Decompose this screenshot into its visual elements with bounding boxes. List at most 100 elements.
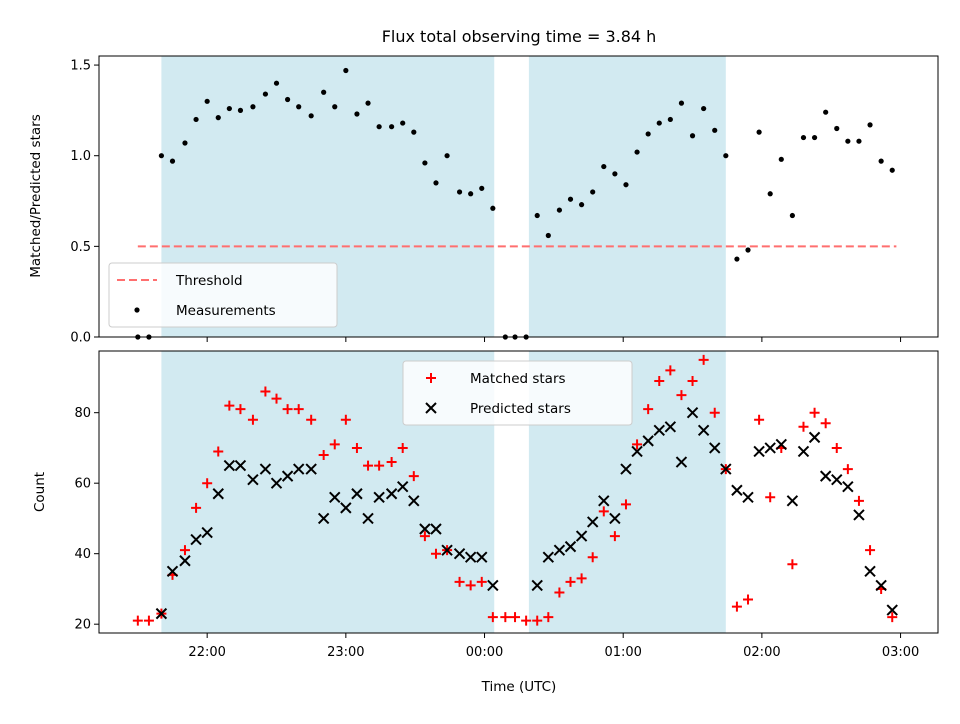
data-point xyxy=(598,506,609,517)
data-point xyxy=(329,491,341,503)
data-point xyxy=(612,171,618,177)
data-point xyxy=(698,354,709,365)
data-point xyxy=(756,129,762,135)
data-point xyxy=(329,439,340,450)
data-point xyxy=(556,207,563,213)
data-point xyxy=(809,407,820,418)
data-point xyxy=(441,544,453,556)
data-point xyxy=(578,202,585,208)
predicted-stars-series xyxy=(155,406,898,620)
data-point xyxy=(270,477,283,489)
data-point xyxy=(282,404,293,415)
data-point xyxy=(479,185,485,191)
ratio-y-axis-label: Matched/Predicted stars xyxy=(28,114,44,277)
data-point xyxy=(179,545,190,556)
data-point xyxy=(389,124,395,130)
data-point xyxy=(587,552,598,563)
data-point xyxy=(623,182,629,188)
data-point xyxy=(743,594,754,605)
data-point xyxy=(285,96,291,103)
data-point xyxy=(731,484,743,496)
data-point xyxy=(632,439,643,450)
data-point xyxy=(856,138,862,144)
data-point xyxy=(697,424,710,437)
data-point xyxy=(293,404,304,415)
data-point xyxy=(411,129,417,135)
data-point xyxy=(567,196,574,202)
data-point xyxy=(237,107,244,113)
data-point xyxy=(800,134,807,141)
ratio-panel-frame xyxy=(98,55,939,338)
data-point xyxy=(215,115,221,121)
count-y-tick-label: 20 xyxy=(74,618,91,633)
data-point xyxy=(487,612,498,623)
data-point xyxy=(686,406,699,419)
data-point xyxy=(864,565,876,578)
data-point xyxy=(397,442,408,453)
data-point xyxy=(135,334,141,340)
data-point xyxy=(182,140,188,146)
data-point xyxy=(224,400,235,411)
data-point xyxy=(754,414,765,425)
data-point xyxy=(609,531,620,542)
data-point xyxy=(500,612,511,623)
data-point xyxy=(634,149,640,155)
data-point xyxy=(553,544,566,556)
data-point xyxy=(590,189,596,195)
data-point xyxy=(385,488,398,500)
data-point xyxy=(354,111,360,117)
x-axis-label: Time (UTC) xyxy=(481,679,557,695)
data-point xyxy=(179,555,191,567)
data-point xyxy=(845,138,851,144)
data-point xyxy=(343,67,349,74)
ratio-shaded-span-2 xyxy=(528,56,726,337)
data-point xyxy=(853,495,864,506)
data-point xyxy=(631,445,643,458)
data-point xyxy=(734,256,740,262)
data-point xyxy=(865,545,876,556)
data-point xyxy=(453,547,466,560)
data-point xyxy=(250,104,256,110)
data-point xyxy=(292,463,305,475)
data-point xyxy=(831,473,843,486)
data-point xyxy=(778,156,784,162)
data-point xyxy=(262,91,269,97)
x-tick-label: 22:00 xyxy=(188,645,225,660)
data-point xyxy=(396,481,409,493)
data-point xyxy=(386,457,397,468)
data-point xyxy=(271,393,282,404)
count-panel: Count 20 40 60 80 22:00 23:00 00:00 01:00 02:00 0… xyxy=(32,350,939,660)
data-point xyxy=(166,565,179,578)
data-point xyxy=(565,576,576,587)
data-point xyxy=(419,531,430,542)
data-point xyxy=(454,576,465,587)
data-point xyxy=(531,579,543,592)
count-y-tick-label: 80 xyxy=(74,406,91,421)
data-point xyxy=(318,449,329,460)
count-y-tick-label: 40 xyxy=(74,547,91,562)
data-point xyxy=(193,116,199,123)
data-point xyxy=(190,533,202,546)
data-point xyxy=(281,470,294,482)
data-point xyxy=(273,80,280,86)
data-point xyxy=(169,158,176,164)
count-panel-frame xyxy=(98,350,939,634)
data-point xyxy=(853,509,865,521)
data-point xyxy=(656,120,662,126)
data-point xyxy=(202,478,213,489)
data-point xyxy=(889,167,895,173)
data-point xyxy=(305,463,317,475)
data-point xyxy=(875,579,887,592)
data-point xyxy=(201,526,213,539)
data-point xyxy=(676,390,687,401)
data-point xyxy=(643,404,654,415)
ratio-y-tick-label: 1.0 xyxy=(70,149,91,164)
data-point xyxy=(775,438,788,451)
data-point xyxy=(620,463,632,475)
data-point xyxy=(811,134,818,141)
data-point xyxy=(226,105,232,112)
data-point xyxy=(831,442,842,453)
data-point xyxy=(878,158,884,164)
data-point xyxy=(373,491,385,503)
data-point xyxy=(400,120,406,126)
